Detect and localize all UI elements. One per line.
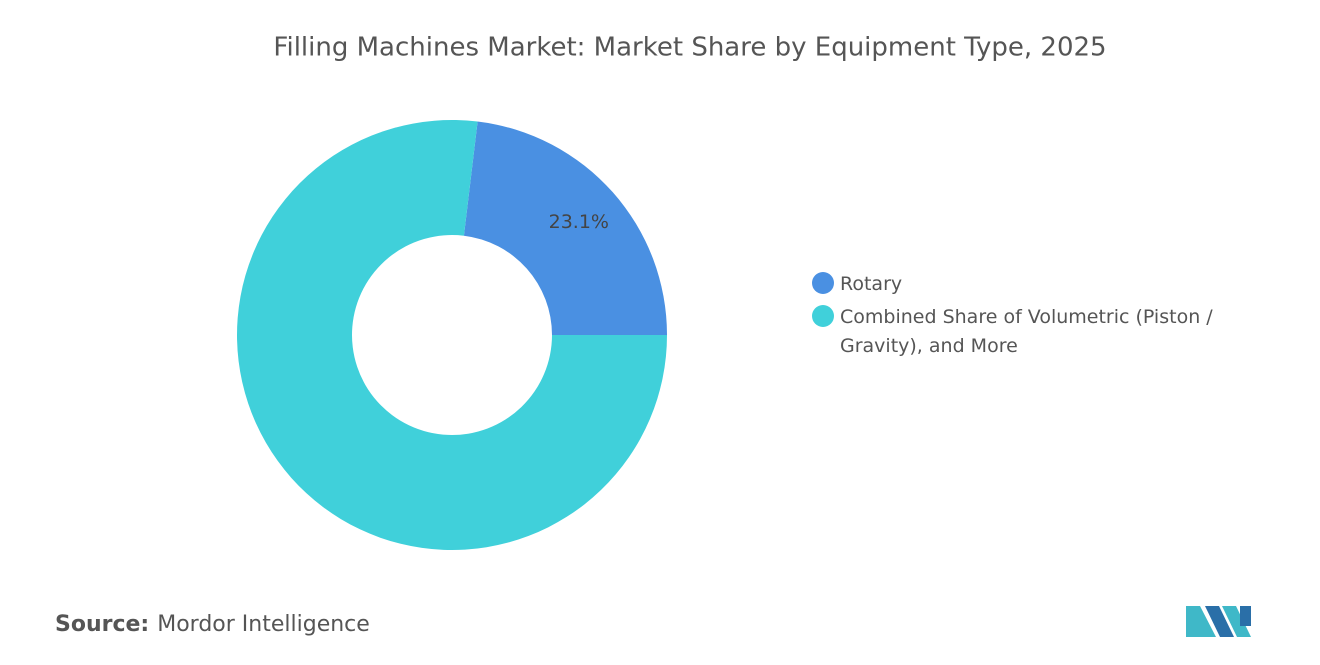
legend: Rotary Combined Share of Volumetric (Pist…: [812, 270, 1252, 365]
source: Source: Mordor Intelligence: [55, 612, 370, 637]
legend-item: Combined Share of Volumetric (Piston / G…: [812, 303, 1252, 361]
source-text: Mordor Intelligence: [157, 612, 370, 637]
chart-title: Filling Machines Market: Market Share by…: [273, 33, 1106, 63]
legend-swatch: [812, 305, 834, 327]
legend-label: Rotary: [840, 273, 903, 295]
legend-label: Combined Share of Volumetric (Piston / G…: [840, 306, 1213, 357]
legend-item: Rotary: [812, 270, 1252, 299]
source-label: Source:: [55, 612, 150, 637]
slice: [237, 120, 667, 550]
legend-swatch: [812, 272, 834, 294]
slice: [463, 121, 667, 335]
data-label: 23.1%: [549, 211, 609, 233]
logo: [1186, 606, 1251, 637]
